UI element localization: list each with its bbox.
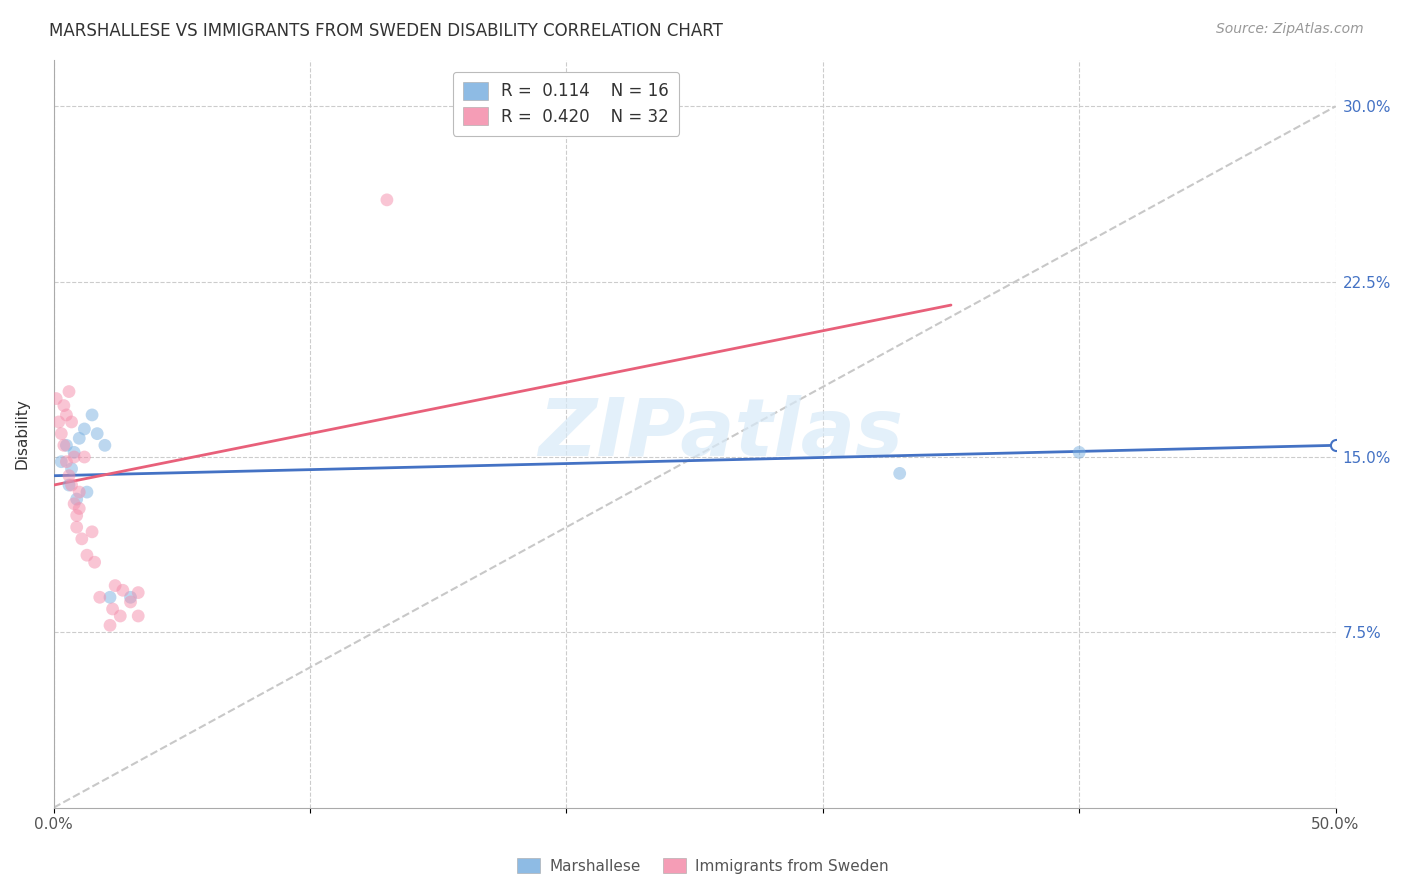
Point — [73, 450, 96, 464]
Point — [120, 595, 142, 609]
Point — [55, 438, 77, 452]
Text: MARSHALLESE VS IMMIGRANTS FROM SWEDEN DISABILITY CORRELATION CHART: MARSHALLESE VS IMMIGRANTS FROM SWEDEN DI… — [49, 22, 723, 40]
Point — [94, 438, 117, 452]
Point — [89, 591, 111, 605]
Point — [66, 520, 89, 534]
Point — [127, 609, 149, 624]
Point — [66, 492, 89, 507]
Point — [889, 467, 911, 481]
Text: Source: ZipAtlas.com: Source: ZipAtlas.com — [1216, 22, 1364, 37]
Point — [58, 468, 80, 483]
Point — [98, 591, 121, 605]
Point — [63, 450, 86, 464]
Point — [375, 193, 398, 207]
Point — [120, 591, 142, 605]
Legend: Marshallese, Immigrants from Sweden: Marshallese, Immigrants from Sweden — [510, 852, 896, 880]
Point — [73, 422, 96, 436]
Point — [51, 455, 73, 469]
Point — [111, 583, 134, 598]
Point — [60, 461, 83, 475]
Point — [83, 555, 105, 569]
Y-axis label: Disability: Disability — [15, 398, 30, 469]
Point — [110, 609, 132, 624]
Point — [48, 415, 70, 429]
Point — [67, 431, 90, 445]
Point — [60, 478, 83, 492]
Point — [63, 445, 86, 459]
Point — [80, 408, 103, 422]
Point — [67, 485, 90, 500]
Text: ZIPatlas: ZIPatlas — [537, 394, 903, 473]
Point — [63, 497, 86, 511]
Point — [51, 426, 73, 441]
Point — [67, 501, 90, 516]
Point — [101, 602, 124, 616]
Point — [55, 455, 77, 469]
Point — [60, 415, 83, 429]
Point — [52, 438, 75, 452]
Point — [98, 618, 121, 632]
Point — [66, 508, 89, 523]
Point — [104, 578, 127, 592]
Point — [58, 478, 80, 492]
Point — [58, 384, 80, 399]
Point — [127, 585, 149, 599]
Point — [80, 524, 103, 539]
Point — [1069, 445, 1091, 459]
Point — [55, 408, 77, 422]
Point — [76, 548, 98, 562]
Point — [52, 399, 75, 413]
Legend: R =  0.114    N = 16, R =  0.420    N = 32: R = 0.114 N = 16, R = 0.420 N = 32 — [453, 71, 679, 136]
Point — [76, 485, 98, 500]
Point — [45, 392, 67, 406]
Point — [86, 426, 108, 441]
Point — [70, 532, 93, 546]
